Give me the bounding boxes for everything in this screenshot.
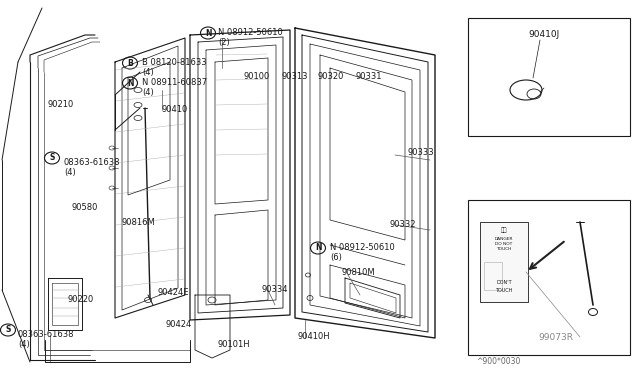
Text: N: N [205, 29, 211, 38]
Text: N 08912-50610
(2): N 08912-50610 (2) [218, 28, 283, 47]
Text: 90313: 90313 [282, 72, 308, 81]
Text: 90810M: 90810M [342, 268, 376, 277]
Text: N 08911-60837
(4): N 08911-60837 (4) [142, 78, 207, 97]
Text: 90101H: 90101H [218, 340, 251, 349]
Text: 90334: 90334 [262, 285, 289, 294]
Text: 90410J: 90410J [528, 30, 559, 39]
Text: 08363-61638
(4): 08363-61638 (4) [18, 330, 74, 349]
Text: 90320: 90320 [318, 72, 344, 81]
Text: 90210: 90210 [48, 100, 74, 109]
Text: N: N [315, 244, 321, 253]
Text: 90424: 90424 [165, 320, 191, 329]
Text: DON'T: DON'T [496, 280, 512, 285]
Text: S: S [5, 326, 11, 334]
Bar [480, 222, 528, 302]
Text: DANGER
DO NOT
TOUCH: DANGER DO NOT TOUCH [495, 237, 513, 251]
Text: 90424E: 90424E [158, 288, 189, 297]
Text: 90333: 90333 [408, 148, 435, 157]
Text: B: B [127, 58, 133, 67]
Text: TOUCH: TOUCH [495, 288, 513, 293]
Text: 90580: 90580 [72, 203, 99, 212]
Text: 90100: 90100 [243, 72, 269, 81]
Text: 警告: 警告 [500, 227, 508, 232]
Text: S: S [49, 154, 54, 163]
Text: 90331: 90331 [355, 72, 381, 81]
Text: 90332: 90332 [390, 220, 417, 229]
Bar [484, 262, 502, 290]
Bar [468, 18, 630, 136]
Text: ^900*0030: ^900*0030 [476, 357, 520, 366]
Text: N: N [127, 78, 133, 87]
Text: 99073R: 99073R [538, 333, 573, 342]
Text: 90816M: 90816M [122, 218, 156, 227]
Text: N 08912-50610
(6): N 08912-50610 (6) [330, 243, 395, 262]
Text: 90410H: 90410H [298, 332, 331, 341]
Text: B 08120-81633
(4): B 08120-81633 (4) [142, 58, 207, 77]
Bar [468, 200, 630, 355]
Text: 08363-61638
(4): 08363-61638 (4) [64, 158, 120, 177]
Text: 90220: 90220 [68, 295, 94, 304]
Text: 90410: 90410 [162, 105, 188, 114]
